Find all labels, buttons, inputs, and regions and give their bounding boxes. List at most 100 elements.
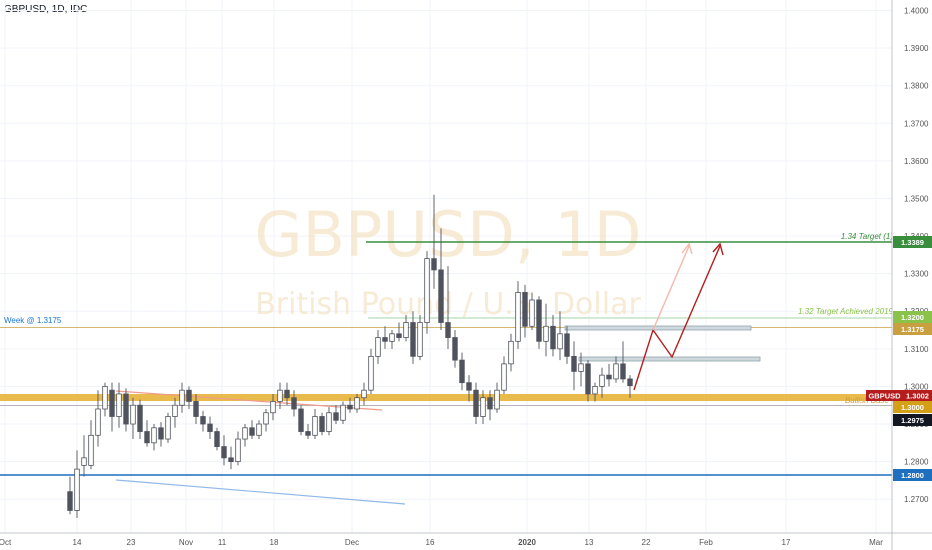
candle-bearish [284, 389, 290, 399]
candle-bullish [543, 325, 549, 342]
x-tick-label: 13 [585, 538, 594, 547]
badge-1-3175: 1.3175 [893, 323, 932, 335]
x-tick-label: 14 [73, 538, 82, 547]
candle-bullish [361, 389, 367, 399]
candle-bullish [613, 363, 619, 380]
candle-bearish [487, 397, 493, 410]
x-tick-label: 16 [426, 538, 435, 547]
candle-bullish [74, 468, 80, 511]
candle-bearish [109, 389, 115, 417]
candle-bullish [424, 258, 430, 323]
candles [67, 194, 633, 518]
candle-bullish [515, 292, 521, 342]
candle-bullish [375, 337, 381, 357]
candle-bearish [137, 404, 143, 432]
candle-bearish [221, 446, 227, 459]
svg-text:1.3200: 1.3200 [901, 313, 924, 322]
candle-bullish [277, 389, 283, 402]
projection-arrow-path [633, 245, 721, 391]
x-tick-label: Mar [869, 538, 883, 547]
candle-bearish [186, 389, 192, 402]
target-1-32-label: 1.32 Target Achieved 2019 [798, 307, 894, 316]
bullish-base-zone [0, 394, 892, 401]
alt-projection-arrow-path [652, 245, 690, 331]
time-axis-ticks: Oct 14 23 Nov 11 18 Dec 16 2020 13 22 Feb 17 Mar [0, 538, 883, 547]
candle-bullish [508, 340, 514, 365]
candle-bearish [298, 408, 304, 432]
x-tick-label: Feb [699, 538, 713, 547]
candle-bullish [81, 457, 87, 466]
candle-bearish [207, 423, 213, 432]
zone-rectangle-upper [564, 325, 752, 331]
candle-bullish [95, 408, 101, 436]
candle-bullish [389, 333, 395, 342]
candle-bearish [627, 378, 633, 387]
candle-bearish [382, 337, 388, 342]
target-1-34-label: 1.34 Target (1) [841, 232, 894, 241]
candle-bullish [354, 397, 360, 410]
candle-bullish [599, 374, 605, 387]
candle-bullish [368, 355, 374, 391]
x-tick-label: 17 [782, 538, 791, 547]
badge-1-3002: 1.3002 [903, 390, 932, 401]
candle-bearish [522, 292, 528, 327]
svg-text:1.3002: 1.3002 [906, 392, 929, 401]
x-tick-label: Nov [179, 538, 193, 547]
candle-bullish [172, 404, 178, 417]
candle-bearish [228, 457, 234, 463]
y-tick-label: 1.3100 [904, 345, 929, 354]
candle-bearish [305, 431, 311, 436]
candle-bullish [480, 397, 486, 417]
y-tick-label: 1.3500 [904, 194, 929, 203]
candle-bullish [235, 438, 241, 463]
x-tick-label: 18 [270, 538, 279, 547]
candle-bearish [536, 299, 542, 342]
candle-bullish [165, 416, 171, 440]
svg-text:1.2975: 1.2975 [901, 416, 924, 425]
y-tick-label: 1.4000 [904, 7, 929, 16]
candle-bearish [291, 397, 297, 410]
svg-text:GBPUSD: GBPUSD [868, 392, 901, 401]
candle-bullish [403, 322, 409, 338]
candle-bearish [410, 322, 416, 357]
candle-bearish [193, 401, 199, 417]
candle-bearish [438, 269, 444, 323]
candle-bullish [417, 322, 423, 357]
candle-bullish [326, 412, 332, 432]
candle-bearish [564, 333, 570, 357]
symbol-title: GBPUSD, 1D, IDC [4, 4, 88, 15]
candle-bullish [116, 393, 122, 417]
badge-gbpusd: GBPUSD [866, 390, 903, 401]
alt-projection-arrow-head [681, 242, 693, 255]
badge-1-3000: 1.3000 [893, 401, 932, 413]
candle-bearish [249, 427, 255, 436]
candle-bullish [340, 404, 346, 421]
resistance-trendline [115, 390, 383, 411]
x-tick-label: 11 [218, 538, 227, 547]
candle-bullish [494, 389, 500, 410]
candle-bullish [130, 404, 136, 425]
candle-bullish [592, 386, 598, 395]
candle-bullish [88, 434, 94, 466]
candle-bullish [578, 363, 584, 372]
candle-bearish [445, 322, 451, 338]
grid-lines [0, 0, 892, 533]
x-tick-label: Dec [345, 538, 359, 547]
candle-bullish [256, 423, 262, 436]
candle-bearish [473, 389, 479, 417]
candle-bullish [312, 416, 318, 436]
y-tick-label: 1.3800 [904, 82, 929, 91]
y-tick-label: 1.3700 [904, 119, 929, 128]
y-tick-label: 1.2700 [904, 495, 929, 504]
candle-bullish [263, 412, 269, 425]
candle-bearish [466, 382, 472, 391]
candle-bullish [529, 299, 535, 327]
candle-bearish [550, 325, 556, 350]
y-tick-label: 1.3000 [904, 382, 929, 391]
zone-rectangle-lower [578, 356, 761, 362]
y-tick-label: 1.2800 [904, 458, 929, 467]
y-tick-label: 1.3600 [904, 157, 929, 166]
candle-bullish [102, 386, 108, 410]
candle-bearish [200, 416, 206, 425]
